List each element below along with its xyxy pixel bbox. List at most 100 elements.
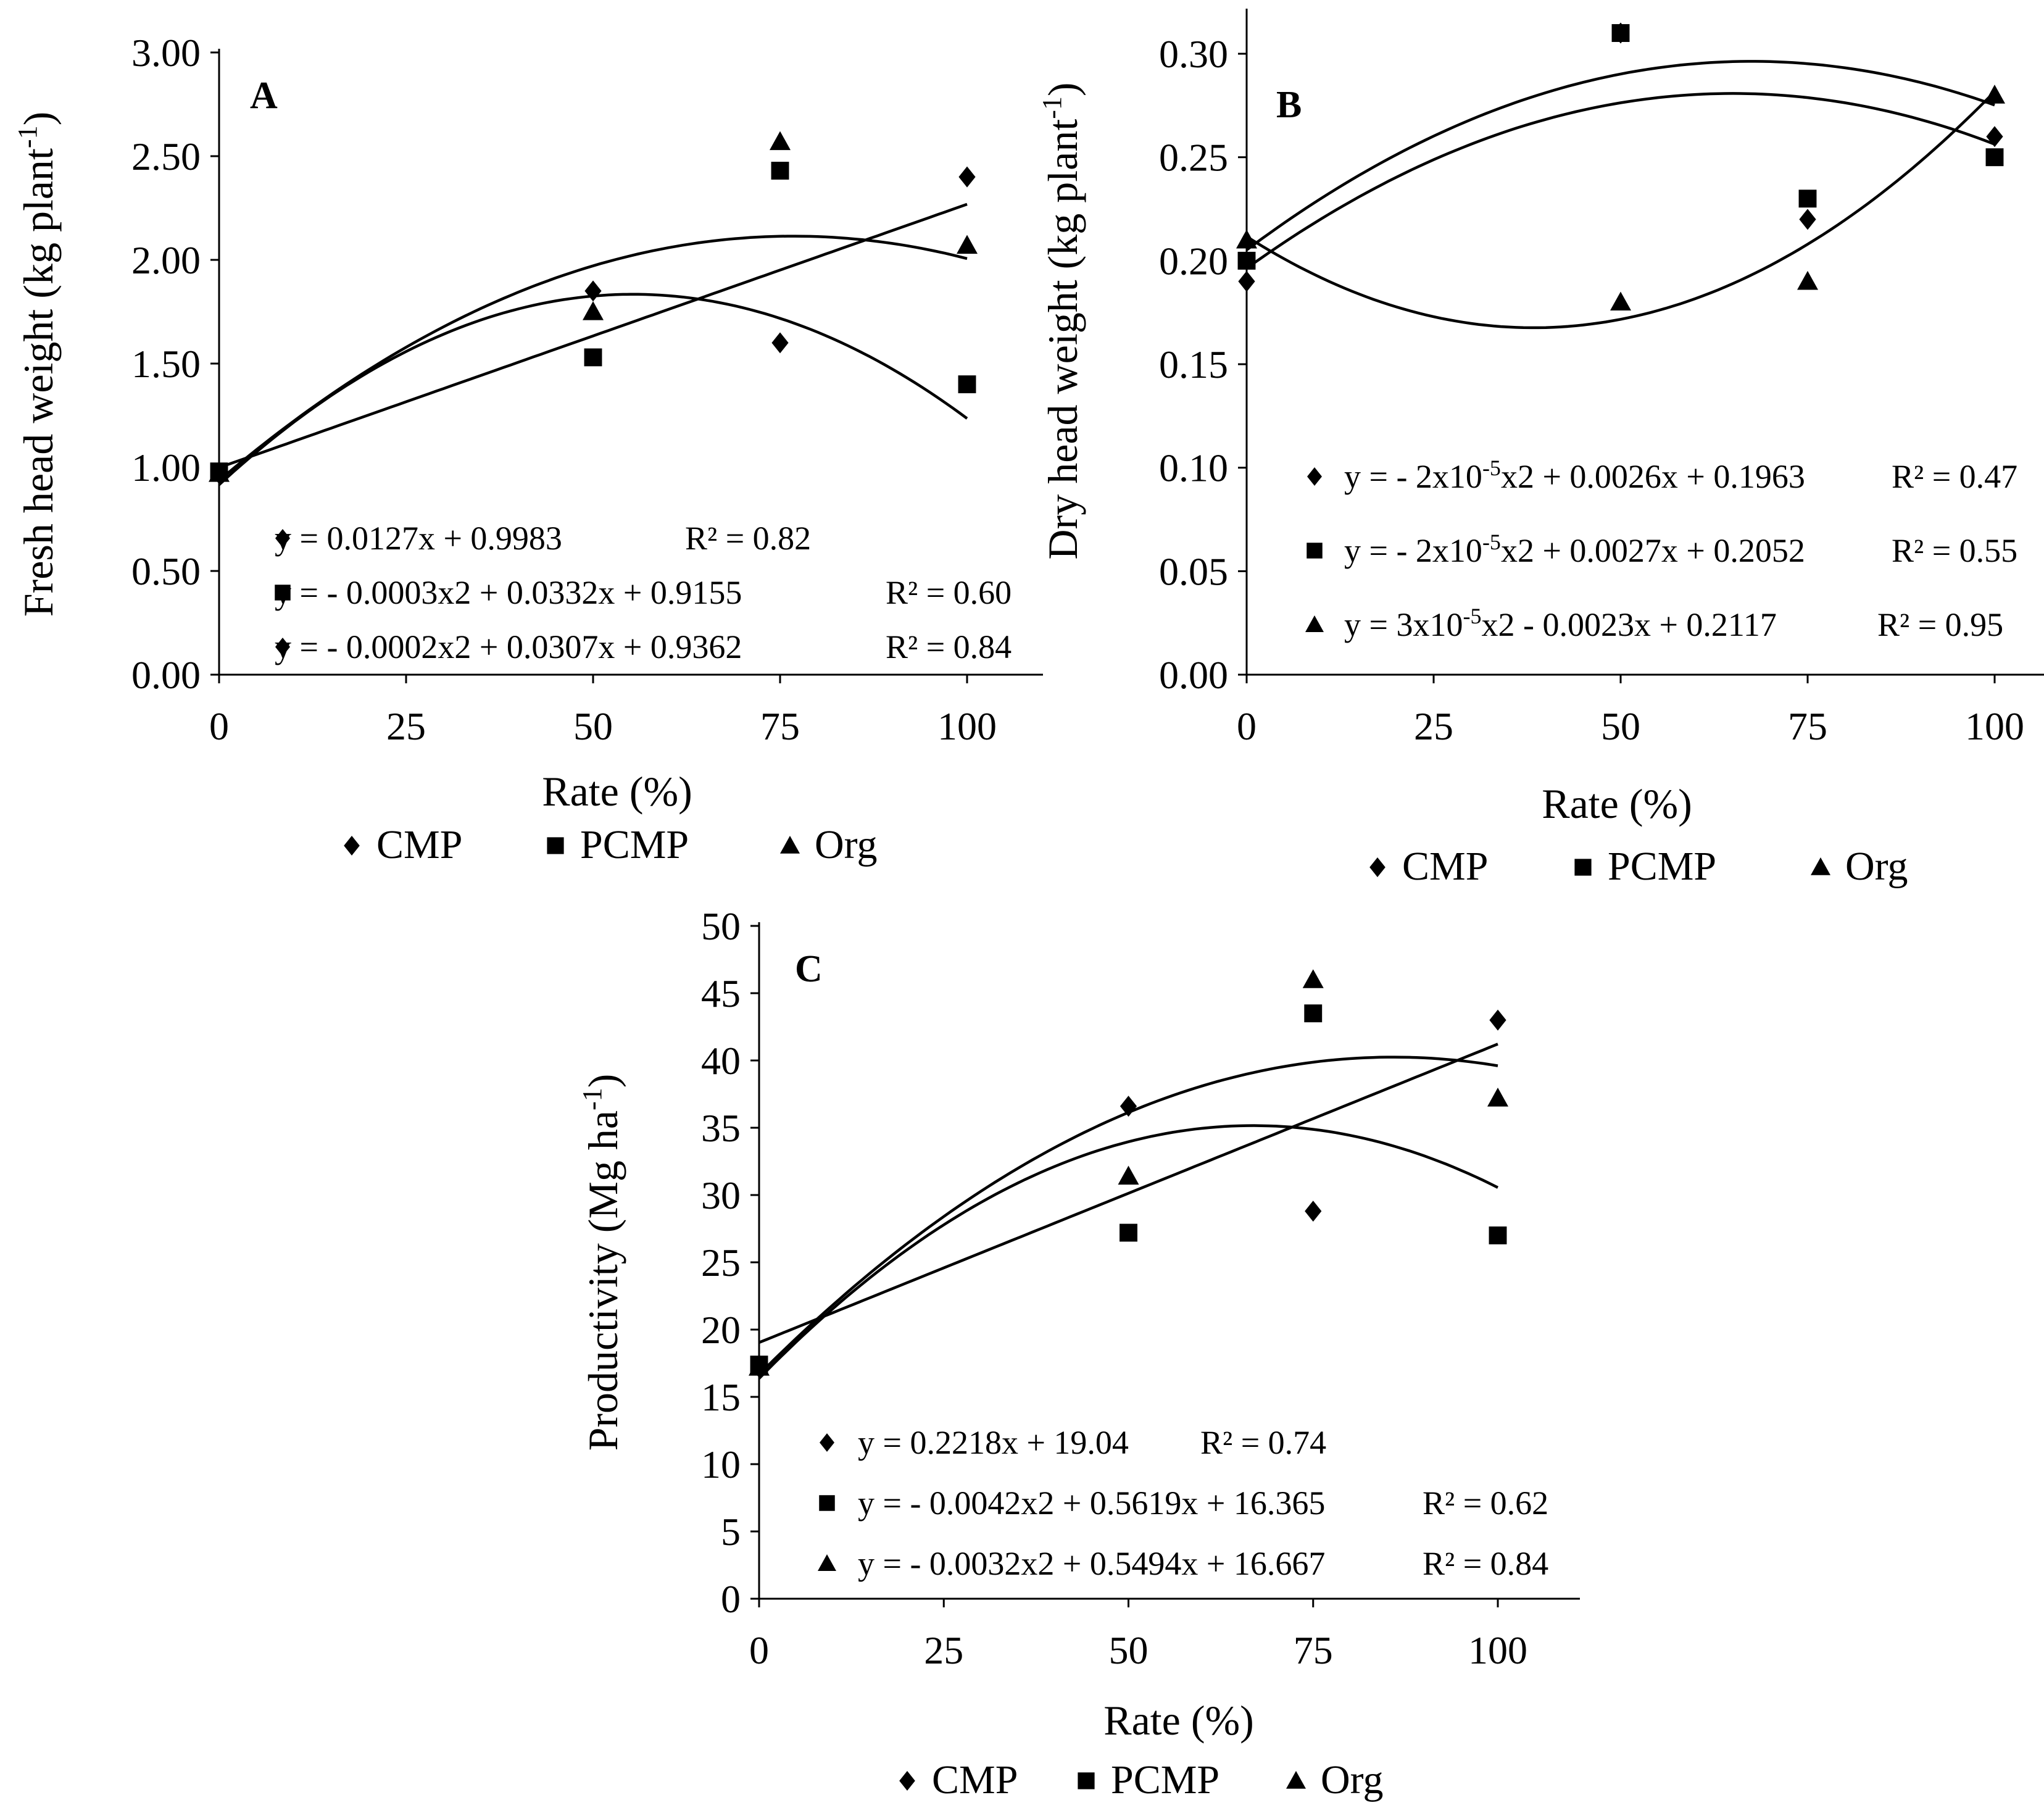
y-tick-label: 1.00: [131, 446, 201, 489]
data-point-org: [957, 235, 978, 254]
x-tick-label: 100: [1468, 1628, 1527, 1672]
fit-r-squared: R² = 0.82: [685, 520, 811, 557]
data-point-pcmp: [1237, 251, 1256, 270]
fit-equation-post: x2 + 0.0026x + 0.1963: [1501, 458, 1805, 495]
fit-equation-post: x2 - 0.0023x + 0.2117: [1481, 606, 1776, 643]
fit-equation: y = 0.0127x + 0.9983: [275, 520, 562, 557]
x-tick-label: 50: [573, 704, 613, 748]
data-point-pcmp: [1489, 1226, 1507, 1244]
data-point-cmp: [1489, 1009, 1506, 1031]
legend-marker-cmp: [344, 836, 360, 856]
data-point-pcmp: [1120, 1223, 1137, 1242]
equation-marker: [275, 529, 290, 548]
fit-equation-sup: -5: [1463, 604, 1481, 628]
y-tick-label: 0: [721, 1577, 741, 1621]
data-point-cmp: [1986, 126, 2003, 148]
data-point-pcmp: [584, 348, 602, 367]
fit-line-3: [1245, 90, 1996, 330]
equation-marker: [1305, 615, 1324, 632]
data-point-org: [1610, 291, 1631, 311]
fit-r-squared: R² = 0.62: [1423, 1485, 1548, 1522]
y-axis-title-text: Fresh head weight (kg plant: [15, 148, 62, 617]
data-point-org: [1797, 270, 1818, 290]
fit-equation-sup: -5: [1482, 456, 1501, 480]
legend-marker-pcmp: [1574, 859, 1592, 876]
data-point-org: [1984, 85, 2005, 104]
fit-r-squared: R² = 0.60: [886, 574, 1012, 611]
equation-marker: [818, 1554, 836, 1571]
legend-label-org: Org: [815, 822, 877, 867]
legend-label-org: Org: [1321, 1757, 1383, 1802]
equation-marker: [1307, 543, 1323, 559]
legend-marker-pcmp: [547, 837, 564, 854]
data-point-cmp: [1799, 209, 1816, 230]
data-point-pcmp: [1798, 190, 1817, 208]
fit-equation: y = - 0.0042x2 + 0.5619x + 16.365: [858, 1485, 1325, 1522]
y-tick-label: 30: [701, 1173, 741, 1217]
equation-marker: [820, 1433, 834, 1452]
x-tick-label: 25: [1414, 704, 1453, 748]
fit-equation: y = - 0.0032x2 + 0.5494x + 16.667: [858, 1545, 1325, 1582]
y-tick-label: 50: [701, 904, 741, 948]
fit-equation-pre: y = 3x10: [1344, 606, 1463, 643]
legend-marker-org: [780, 836, 800, 854]
data-point-org: [209, 463, 230, 482]
y-tick-label: 0.25: [1159, 136, 1228, 180]
y-axis-title-text: Dry head weight (kg plant: [1039, 119, 1086, 560]
x-axis-title: Rate (%): [542, 768, 692, 815]
y-axis-title: Fresh head weight (kg plant-1): [12, 112, 62, 617]
legend-marker-cmp: [899, 1771, 915, 1791]
panel-label: A: [250, 75, 278, 117]
data-point-pcmp: [1985, 148, 2004, 167]
data-point-org: [1236, 229, 1257, 249]
data-point-org: [770, 131, 791, 151]
equation-marker: [1307, 467, 1322, 486]
x-tick-label: 75: [1788, 704, 1827, 748]
fit-equation: y = - 2x10-5x2 + 0.0027x + 0.2052: [1344, 530, 1805, 569]
y-tick-label: 40: [701, 1039, 741, 1083]
y-tick-label: 0.20: [1159, 239, 1228, 283]
y-tick-label: 2.00: [131, 238, 201, 282]
fit-r-squared: R² = 0.55: [1892, 532, 2017, 569]
fit-equation: y = 0.2218x + 19.04: [858, 1424, 1129, 1461]
legend-label-cmp: CMP: [1402, 844, 1488, 889]
legend-marker-pcmp: [1078, 1772, 1095, 1789]
y-tick-label: 0.00: [1159, 653, 1228, 697]
chart-panel-b: 0.00 0.05 0.10 0.15 0.20 0.25 0.30 0 25 50 75 100 Ra…: [1037, 9, 2044, 889]
x-axis-title: Rate (%): [1103, 1697, 1254, 1744]
y-tick-label: 5: [721, 1510, 741, 1554]
fit-r-squared: R² = 0.74: [1200, 1424, 1326, 1461]
x-tick-label: 100: [1965, 704, 2024, 748]
x-tick-label: 0: [209, 704, 229, 748]
x-axis-title: Rate (%): [1542, 780, 1692, 827]
equation-marker: [275, 585, 291, 601]
y-axis-title-sup: -1: [577, 1088, 607, 1110]
y-tick-label: 25: [701, 1241, 741, 1285]
equation-marker: [275, 638, 290, 656]
fit-line-2: [758, 1124, 1499, 1380]
legend-label-org: Org: [1845, 844, 1908, 889]
data-point-cmp: [771, 332, 789, 354]
fit-equation: y = 3x10-5x2 - 0.0023x + 0.2117: [1344, 604, 1777, 643]
y-tick-label: 15: [701, 1375, 741, 1419]
y-tick-label: 2.50: [131, 135, 201, 178]
y-axis-title: Dry head weight (kg plant-1): [1037, 82, 1086, 559]
y-tick-label: 35: [701, 1106, 741, 1150]
fit-line-1: [218, 202, 968, 469]
chart-panel-a: 0.00 0.50 1.00 1.50 2.00 2.50 3.00 0 25 50 75 100 Ra…: [12, 31, 1043, 867]
fit-line-2: [1245, 60, 1995, 251]
y-tick-label: 0.10: [1159, 446, 1228, 490]
legend-label-cmp: CMP: [376, 822, 462, 867]
panel-label: C: [795, 948, 823, 990]
fit-equation: y = - 0.0003x2 + 0.0332x + 0.9155: [275, 574, 742, 611]
y-tick-label: 1.50: [131, 342, 201, 386]
y-axis-title-close: ): [1039, 82, 1086, 96]
fit-r-squared: R² = 0.47: [1892, 458, 2017, 495]
y-tick-label: 45: [701, 972, 741, 1015]
fit-equation-post: x2 + 0.0027x + 0.2052: [1501, 532, 1805, 569]
legend-marker-org: [1286, 1771, 1306, 1789]
data-point-org: [1118, 1165, 1139, 1185]
data-point-cmp: [1120, 1096, 1137, 1117]
data-point-cmp: [1305, 1201, 1322, 1222]
